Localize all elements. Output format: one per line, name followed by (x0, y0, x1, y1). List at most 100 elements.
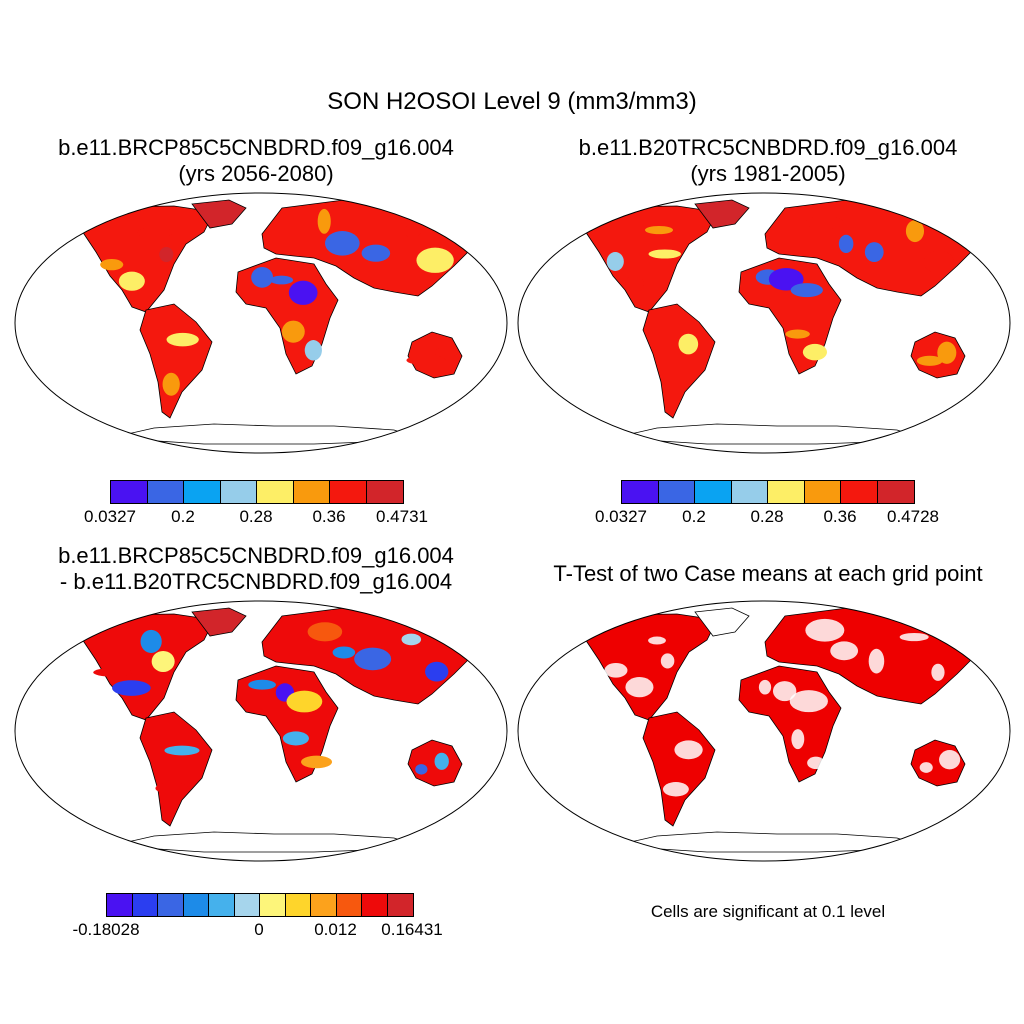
field-patch (140, 629, 162, 654)
field-patch (137, 227, 173, 239)
colorbar-swatch (147, 481, 184, 503)
colorbar-swatch (220, 481, 257, 503)
colorbar-swatch (330, 481, 367, 503)
colorbar-swatch (260, 894, 286, 916)
landmass-northAmerica (73, 613, 215, 721)
field-patch (251, 266, 274, 288)
field-patch (625, 677, 654, 698)
colorbar-tick-label: 0.4728 (887, 507, 939, 526)
colorbar-tick-label: -0.18028 (72, 920, 140, 939)
field-patch (162, 372, 180, 396)
colorbar-swatch (387, 894, 413, 916)
landmass-northAmerica (73, 205, 215, 313)
field-patch (304, 340, 322, 361)
colorbar-swatch (731, 481, 768, 503)
colorbar-tick-label: 0.0327 (595, 507, 647, 526)
panel2-title: b.e11.B20TRC5CNBDRD.f09_g16.004 (yrs 198… (512, 135, 1024, 188)
field-patch (159, 246, 174, 263)
colorbar-swatch (366, 481, 403, 503)
colorbar-tick-label: 0.2 (682, 507, 706, 526)
field-patch (151, 650, 175, 673)
colorbar-swatch (311, 894, 337, 916)
colorbar-tick-label: 0.2 (171, 507, 195, 526)
globe-outline (14, 600, 508, 862)
field-patch (838, 234, 854, 254)
panel1-title: b.e11.BRCP85C5CNBDRD.f09_g16.004 (yrs 20… (0, 135, 512, 188)
field-patch (606, 251, 624, 271)
colorbar-swatch (768, 481, 805, 503)
field-patch (307, 622, 343, 642)
panel3-title: b.e11.BRCP85C5CNBDRD.f09_g16.004 - b.e11… (0, 543, 512, 596)
field-patch (361, 244, 391, 262)
field-patch (434, 752, 449, 770)
field-patch (644, 225, 674, 235)
field-patch (661, 378, 687, 387)
map-panel-difference (14, 600, 508, 862)
landmass-africa (235, 257, 339, 375)
colorbar-tick-label: 0.4731 (376, 507, 428, 526)
field-patch (830, 641, 859, 661)
field-patch (282, 731, 309, 746)
landmass-southAmerica (139, 711, 213, 827)
colorbar-swatch (658, 481, 695, 503)
field-patch (281, 320, 305, 343)
field-patch (604, 663, 628, 678)
colorbar-tick-label: 0.012 (314, 920, 357, 939)
field-patch (789, 690, 828, 713)
field-patch (868, 648, 885, 674)
colorbar-swatch (695, 481, 732, 503)
field-patch (325, 231, 360, 256)
field-patch (248, 679, 276, 690)
field-patch (401, 633, 422, 646)
landmass-southAmerica (642, 711, 716, 827)
field-patch (768, 267, 804, 291)
colorbar-swatch (132, 894, 158, 916)
panel1-title-line2: (yrs 2056-2080) (178, 161, 334, 187)
field-patch (406, 355, 446, 366)
colorbar-future (110, 480, 404, 504)
field-patch (678, 333, 699, 355)
field-patch (758, 679, 772, 695)
field-patch (660, 653, 675, 669)
colorbar-difference (106, 893, 414, 917)
field-patch (864, 242, 884, 262)
landmass-antarctica (612, 423, 928, 445)
colorbar-tick-label: 0 (254, 920, 264, 939)
field-patch (100, 258, 124, 271)
colorbar-swatch (209, 894, 235, 916)
field-patch (899, 632, 929, 642)
colorbar-swatch (804, 481, 841, 503)
field-patch (802, 343, 828, 361)
field-patch (648, 636, 666, 645)
field-patch (939, 750, 961, 770)
landmass-northAmerica (576, 613, 718, 721)
landmass-greenland (191, 607, 247, 637)
field-patch (332, 646, 356, 659)
colorbar-tick-label: 0.28 (750, 507, 784, 526)
colorbar-tick-label: 0.0327 (84, 507, 136, 526)
field-patch (785, 329, 810, 339)
colorbar-historical (621, 480, 915, 504)
panel3-title-line1: b.e11.BRCP85C5CNBDRD.f09_g16.004 (58, 543, 454, 568)
globe-outline (517, 600, 1011, 862)
field-patch (93, 667, 133, 677)
colorbar-swatch (841, 481, 878, 503)
field-patch (772, 681, 797, 702)
landmass-greenland (191, 199, 247, 229)
colorbar-swatch (336, 894, 362, 916)
field-patch (404, 223, 421, 238)
field-patch (118, 271, 145, 291)
colorbar-tick-label: 0.28 (239, 507, 273, 526)
map-panel-historical (517, 192, 1011, 454)
landmass-antarctica (612, 831, 928, 853)
field-patch (937, 341, 957, 364)
panel2-title-line2: (yrs 1981-2005) (690, 161, 846, 187)
colorbar-swatch (877, 481, 914, 503)
landmass-southAmerica (642, 303, 716, 419)
colorbar-tick-label: 0.36 (312, 507, 346, 526)
field-patch (416, 247, 454, 273)
field-patch (923, 250, 955, 274)
field-patch (807, 756, 825, 770)
field-patch (425, 661, 449, 682)
landmass-antarctica (109, 423, 425, 445)
